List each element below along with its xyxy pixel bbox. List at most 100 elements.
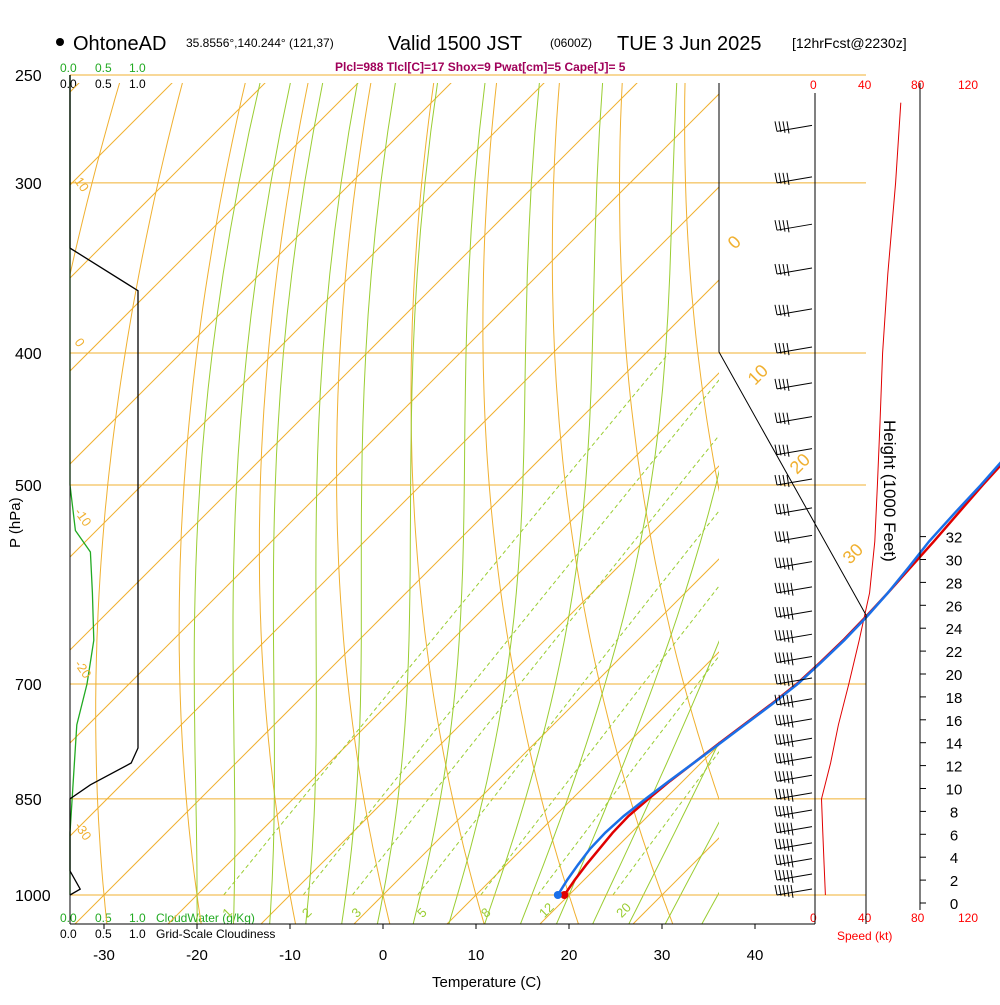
height-tick-label: 24	[946, 621, 963, 638]
isotherm-line	[0, 0, 405, 924]
wind-barb-flag	[775, 121, 777, 131]
wind-barb-flag	[787, 839, 789, 851]
station-name: OhtoneAD	[73, 33, 166, 55]
dry-adiabat-line	[620, 0, 768, 924]
wind-barb-flag	[787, 121, 789, 133]
wind-barb-staff	[777, 889, 812, 895]
wind-barb-staff	[777, 383, 812, 389]
wind-barb-flag	[791, 630, 793, 643]
wind-barb-flag	[783, 531, 785, 542]
wind-barb-flag	[783, 220, 785, 231]
isotherm-line	[0, 0, 498, 924]
station-dot-icon	[56, 38, 64, 46]
speed-tick-top-0: 0	[810, 78, 817, 92]
speed-tick-bot-0: 0	[810, 911, 817, 925]
wind-barb-flag	[783, 630, 785, 641]
moist-adiabat-line	[449, 0, 557, 924]
wind-barb-flag	[787, 753, 789, 765]
mixing-ratio-label: 2	[299, 905, 315, 921]
wind-barb-flag	[791, 607, 793, 620]
wind-barb-staff	[777, 810, 812, 816]
cloudiness-label: Grid-Scale Cloudiness	[156, 927, 275, 941]
wind-barb-flag	[791, 734, 793, 747]
height-tick-label: 2	[950, 873, 958, 890]
wind-barb	[775, 220, 812, 232]
temperature-tick-label: 30	[654, 947, 671, 964]
wind-barb-staff	[777, 479, 812, 485]
wind-barb	[775, 715, 812, 728]
wind-barb-staff	[777, 859, 812, 865]
wind-barb-flag	[775, 583, 777, 593]
wind-barb-flag	[775, 305, 777, 315]
wind-barb-flag	[791, 583, 793, 596]
mixing-ratio-label: 12	[536, 900, 557, 921]
temperature-tick-label: -10	[279, 947, 301, 964]
cloudwater-scale-bot-2: 1.0	[129, 911, 146, 925]
wind-barb-flag	[775, 674, 777, 684]
speed-axis-label: Speed (kt)	[837, 929, 892, 943]
wind-barb-staff	[777, 657, 812, 663]
isotherm-line	[0, 0, 963, 924]
height-tick-label: 14	[946, 736, 963, 753]
wind-barb-flag	[775, 855, 777, 865]
wind-barb-flag	[775, 475, 777, 485]
pressure-tick-label: 250	[15, 68, 42, 85]
wind-barb-flag	[791, 653, 793, 666]
wind-barb-flag	[783, 504, 785, 515]
wind-barb-flag	[783, 607, 785, 618]
wind-barb-flag	[783, 753, 785, 764]
temperature-tick-label: 0	[379, 947, 387, 964]
speed-tick-bot-40: 40	[858, 911, 872, 925]
wind-barb-flag	[775, 753, 777, 763]
station-coords: 35.8556°,140.244° (121,37)	[186, 36, 334, 50]
wind-barb-flag	[787, 870, 789, 882]
wind-barb-flag	[791, 855, 793, 868]
dry-adiabat-line	[483, 0, 579, 924]
wind-barb-staff	[777, 678, 812, 684]
isotherm-label: 0	[724, 232, 745, 253]
wind-barb	[775, 771, 812, 784]
wind-barb-flag	[791, 771, 793, 784]
moist-adiabat-line	[485, 0, 617, 924]
isotherm-line	[540, 0, 1000, 924]
pressure-tick-label: 400	[15, 346, 42, 363]
wind-barb-flag	[787, 504, 789, 516]
wind-barb	[775, 583, 812, 596]
height-tick-label: 4	[950, 850, 958, 867]
wind-barb-staff	[777, 309, 812, 315]
wind-barb-flag	[783, 855, 785, 866]
wind-barb-staff	[777, 738, 812, 744]
wind-barb-staff	[777, 562, 812, 568]
mixing-ratio-line	[613, 353, 1000, 895]
wind-barb-staff	[777, 347, 812, 353]
dry-adiabat-line	[259, 0, 340, 924]
wind-barb-flag	[775, 715, 777, 725]
cloudiness-scale-top-2: 1.0	[129, 77, 146, 91]
height-tick-label: 26	[946, 598, 963, 615]
height-tick-label: 32	[946, 530, 963, 547]
isotherm-label: 30	[839, 540, 867, 568]
wind-barb-flag	[787, 264, 789, 276]
wind-barb-staff	[777, 775, 812, 781]
wind-barb	[775, 823, 812, 836]
wind-barb-flag	[783, 695, 785, 706]
speed-tick-top-40: 40	[858, 78, 872, 92]
temperature-tick-label: -30	[93, 947, 115, 964]
moist-adiabat-line	[270, 0, 355, 924]
cloudwater-scale-top-0: 0.0	[60, 61, 77, 75]
wind-barb-flag	[791, 715, 793, 728]
mixing-ratio-line	[352, 353, 785, 895]
isotherm-line	[354, 0, 1000, 924]
cloudiness-scale-top-0: 0.0	[60, 77, 77, 91]
wind-barb-staff	[777, 699, 812, 705]
wind-barb-flag	[791, 839, 793, 852]
dry-adiabat-line	[411, 0, 484, 924]
isotherm-label: 0	[72, 335, 88, 350]
wind-barb-flag	[791, 789, 793, 802]
wind-barb-staff	[777, 224, 812, 230]
wind-barb-staff	[777, 874, 812, 880]
wind-barb-flag	[787, 305, 789, 317]
